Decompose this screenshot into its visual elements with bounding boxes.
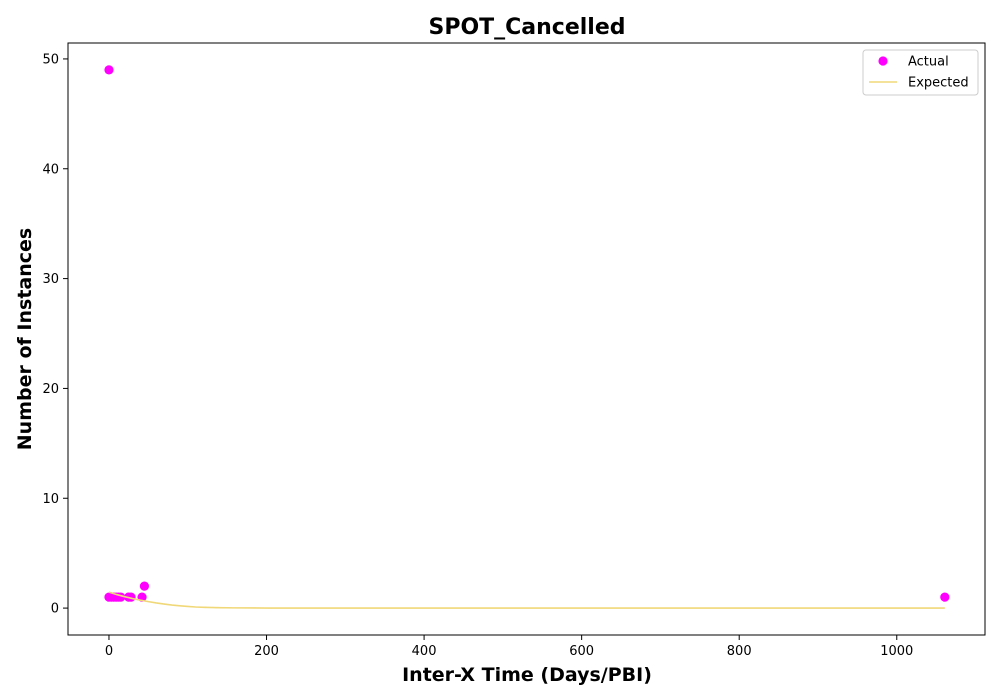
x-axis-title: Inter-X Time (Days/PBI)	[402, 664, 652, 686]
legend-box	[862, 49, 979, 96]
x-tick-label-4: 800	[727, 644, 752, 659]
data-point-actual-10	[139, 581, 150, 591]
x-tick-label-1: 200	[254, 644, 279, 659]
legend-label-0: Actual	[908, 55, 949, 70]
x-tick-label-2: 400	[412, 644, 437, 659]
x-tick-label-3: 600	[569, 644, 594, 659]
y-axis-title: Number of Instances	[14, 228, 36, 450]
plot-frame	[67, 42, 986, 636]
chart-title: SPOT_Cancelled	[428, 15, 625, 40]
legend: Actual Expected	[862, 49, 979, 96]
legend-marker-actual	[878, 56, 888, 66]
data-point-actual-0	[104, 65, 114, 75]
y-tick-label-2: 20	[42, 382, 59, 397]
y-tick-label-3: 30	[42, 272, 59, 287]
y-tick-label-1: 10	[42, 492, 59, 507]
y-tick-label-4: 40	[42, 162, 59, 177]
plot-area: 0 200 400 600 800 1000 0 10 20 30 40 50	[42, 42, 986, 659]
data-point-actual-11	[940, 592, 950, 602]
y-tick-label-0: 0	[51, 602, 59, 617]
y-tick-label-5: 50	[42, 52, 59, 67]
legend-label-1: Expected	[908, 76, 969, 91]
x-tick-label-5: 1000	[880, 644, 913, 659]
x-tick-label-0: 0	[105, 644, 113, 659]
series-line-expected	[108, 591, 945, 609]
